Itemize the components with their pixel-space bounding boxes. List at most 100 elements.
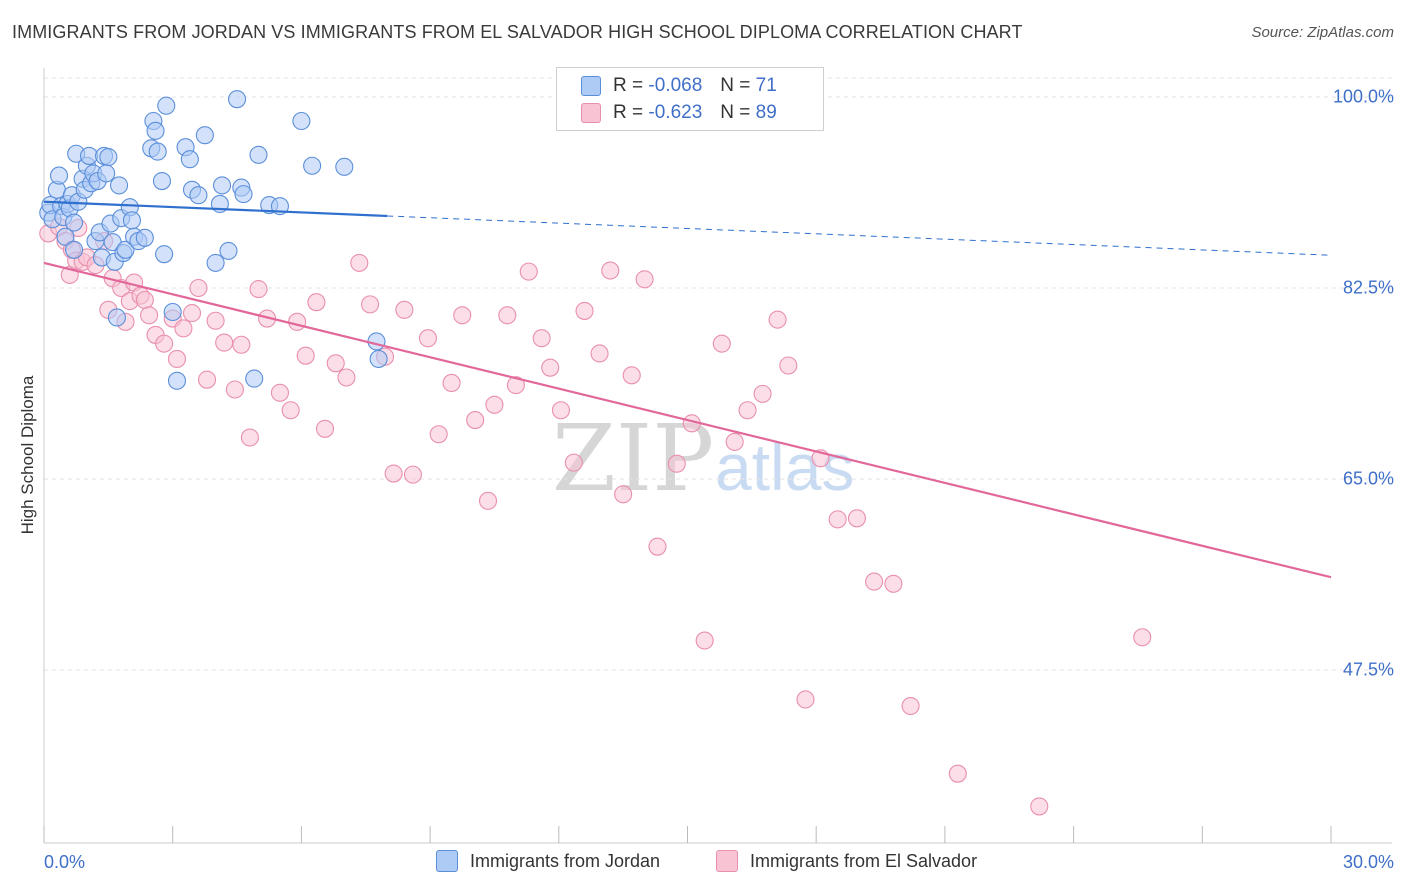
y-tick-label: 82.5% [1342,277,1394,298]
salvador-point [796,690,815,709]
salvador-point [296,346,315,365]
jordan-point [234,185,253,204]
salvador-point [225,380,244,399]
jordan-point [163,302,182,322]
jordan-point [335,157,354,176]
y-tick-label: 47.5% [1342,659,1394,680]
jordan-point [122,211,141,230]
salvador-point [326,354,345,373]
salvador-point [453,306,472,325]
jordan-point [228,90,247,109]
jordan-point [97,164,116,183]
salvador-point [635,270,654,289]
jordan-trend-solid [43,200,388,218]
salvador-point [249,280,268,299]
jordan-point [64,240,84,259]
jordan-point [135,228,154,247]
jordan-point [155,245,174,264]
salvador-point [215,333,234,352]
salvador-point [948,764,967,783]
salvador-point [135,290,154,310]
trend-lines [43,200,1332,579]
salvador-point [564,453,583,472]
jordan-point [49,166,69,185]
salvador-point [575,301,594,320]
salvador-point [779,356,798,375]
salvador-point [865,572,884,591]
jordan-r-label: R = [613,75,644,96]
gridlines [44,77,1392,671]
salvador-n-value: 89 [755,102,777,123]
salvador-point [601,261,620,280]
legend-salvador-label: Immigrants from El Salvador [750,850,978,871]
salvador-point [738,401,757,420]
salvador-r-value: -0.623 [648,102,703,123]
jordan-point [195,126,214,145]
jordan-point [110,176,129,195]
source-credit: Source: ZipAtlas.com [1251,24,1394,41]
jordan-point [292,111,311,131]
salvador-point [206,311,225,330]
salvador-point [884,574,903,593]
jordan-r-value: -0.068 [648,75,703,96]
jordan-point [212,176,232,195]
salvador-point [429,425,448,444]
jordan-point [56,227,75,246]
salvador-point [189,278,208,298]
legend-jordan-label: Immigrants from Jordan [470,850,661,871]
legend-salvador-swatch [716,850,738,872]
jordan-point [157,96,176,115]
jordan-point [249,145,268,164]
salvador-point [232,335,251,354]
salvador-r-label: R = [613,102,644,123]
salvador-point [384,464,403,483]
salvador-point [614,485,633,504]
jordan-point [189,186,208,205]
salvador-point [337,368,356,387]
jordan-point [146,121,165,140]
jordan-trend-dashed [387,215,1332,256]
salvador-point [174,319,193,338]
salvador-point [753,384,772,403]
salvador-point [395,300,414,319]
salvador-point [403,465,422,484]
salvador-point [442,373,461,393]
salvador-point [506,376,525,395]
salvador-point [828,510,847,529]
jordan-point [206,253,225,272]
salvador-point [712,334,731,353]
salvador-point [140,306,159,325]
salvador-point [350,253,369,272]
jordan-point [303,156,322,175]
jordan-point [152,171,172,191]
salvador-point [281,401,300,420]
salvador-point [288,312,307,331]
legend-row-salvador: R = -0.623 N = 89 [581,101,777,125]
salvador-point [695,631,714,650]
jordan-point [167,371,187,390]
y-tick-label: 100.0% [1332,86,1394,107]
salvador-point [551,401,570,420]
watermark: ZIP atlas [552,405,854,512]
jordan-point [64,213,84,232]
jordan-n-value: 71 [755,75,777,96]
salvador-point [270,383,290,402]
jordan-point [367,332,386,351]
salvador-point [532,329,551,348]
stats-legend: R = -0.068 N = 71 R = -0.623 N = 89 [556,67,824,131]
jordan-point [79,146,99,165]
salvador-point [541,358,560,377]
jordan-point [219,241,238,260]
salvador-point [590,344,609,363]
salvador-n-label: N = [720,102,751,123]
salvador-point [1133,628,1152,647]
y-axis-label: High School Diploma [18,375,37,535]
salvador-point [768,310,787,329]
y-tick-label: 65.0% [1342,468,1394,489]
salvador-point [622,366,641,385]
legend-salvador: Immigrants from El Salvador [716,850,977,872]
jordan-point [245,369,264,388]
jordan-point [369,349,388,368]
salvador-point [182,304,202,323]
x-tick-left: 0.0% [44,852,86,872]
